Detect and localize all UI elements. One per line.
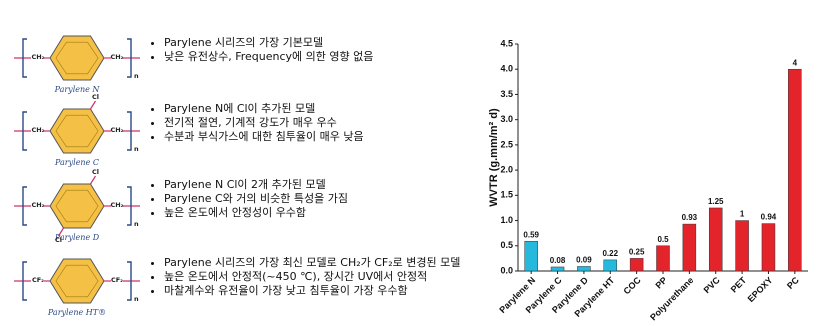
value-label: 0.59 xyxy=(523,230,539,239)
right-group: CH₂ xyxy=(110,53,123,61)
structure-name: Parylene D xyxy=(54,233,100,242)
right-group: CF₂ xyxy=(111,276,123,284)
structure-name: Parylene C xyxy=(54,158,99,167)
left-group: CF₂ xyxy=(32,276,44,284)
y-tick-label: 2.0 xyxy=(500,164,513,174)
right-group: CH₂ xyxy=(110,201,123,209)
y-tick-label: 1.0 xyxy=(500,215,513,225)
y-tick-label: 3.0 xyxy=(500,114,513,124)
substituent: Cl xyxy=(55,236,62,244)
left-group: CH₂ xyxy=(31,126,44,134)
bracket xyxy=(22,186,27,226)
bracket xyxy=(22,38,27,78)
y-tick-label: 3.5 xyxy=(500,89,513,99)
inner-ring xyxy=(55,41,99,75)
left-group: CH₂ xyxy=(31,53,44,61)
bullet-text: 높은 온도에서 안정성이 우수함 xyxy=(164,206,348,220)
y-tick-label: 4.0 xyxy=(500,64,513,74)
bullet-text: Parylene 시리즈의 가장 최신 모델로 CH₂가 CF₂로 변경된 모델 xyxy=(164,256,460,270)
x-tick-label: COC xyxy=(622,275,644,297)
bar xyxy=(735,220,749,272)
bullet-text: Parylene C와 거의 비슷한 특성을 가짐 xyxy=(164,192,348,206)
benzene-ring xyxy=(49,258,105,304)
bracket xyxy=(127,261,132,301)
structure-name: Parylene HT® xyxy=(47,308,106,317)
y-tick-label: 1.5 xyxy=(500,190,513,200)
bar xyxy=(656,245,670,272)
bracket xyxy=(127,186,132,226)
bar xyxy=(761,223,776,272)
bracket xyxy=(127,111,132,151)
y-tick-label: 2.5 xyxy=(500,139,513,149)
bullet-list: Parylene N에 Cl이 추가된 모델전기적 절연, 기계적 강도가 매우… xyxy=(146,102,364,144)
repeat-n: n xyxy=(134,72,139,80)
bar xyxy=(550,266,565,272)
x-tick-label: EPOXY xyxy=(746,275,775,304)
value-label: 0.09 xyxy=(576,256,592,265)
substituent: Cl xyxy=(92,168,99,176)
bar xyxy=(629,258,644,272)
y-tick-label: 4.5 xyxy=(500,38,513,48)
bond xyxy=(89,175,97,185)
repeat-n: n xyxy=(134,220,139,228)
bar xyxy=(524,240,538,272)
bar xyxy=(577,266,591,272)
value-label: 0.5 xyxy=(657,235,669,244)
x-tick-label: PP xyxy=(654,275,670,291)
repeat-n: n xyxy=(134,145,139,153)
bracket xyxy=(22,111,27,151)
bullet-text: Parylene N에 Cl이 추가된 모델 xyxy=(164,102,364,116)
left-group: CH₂ xyxy=(31,201,44,209)
benzene-ring xyxy=(49,183,105,229)
value-label: 1 xyxy=(740,210,745,219)
x-tick-label: PET xyxy=(729,275,749,295)
value-label: 1.25 xyxy=(708,197,724,206)
bullet-text: 높은 온도에서 안정적(~450 ℃), 장시간 UV에서 안정적 xyxy=(164,270,460,284)
bar xyxy=(603,259,618,272)
bar xyxy=(682,223,697,272)
inner-ring xyxy=(55,264,99,298)
bond xyxy=(89,100,97,110)
benzene-ring xyxy=(49,35,105,81)
bullet-list: Parylene 시리즈의 가장 기본모델낮은 유전상수, Frequency에… xyxy=(146,36,373,64)
value-label: 0.93 xyxy=(682,213,698,222)
bullet-text: 마찰계수와 유전율이 가장 낮고 침투율이 가장 우수함 xyxy=(164,284,460,298)
bullet-text: 전기적 절연, 기계적 강도가 매우 우수 xyxy=(164,116,364,130)
benzene-ring xyxy=(49,108,105,154)
bracket xyxy=(127,38,132,78)
y-tick-label: 0.5 xyxy=(500,240,513,250)
x-tick-label: PVC xyxy=(702,275,723,296)
structure-name: Parylene N xyxy=(54,85,101,94)
bar xyxy=(788,68,802,272)
x-tick-label: PC xyxy=(785,275,801,291)
value-label: 4 xyxy=(793,58,798,67)
value-label: 0.25 xyxy=(629,247,645,256)
value-label: 0.94 xyxy=(761,213,777,222)
value-label: 0.08 xyxy=(550,256,566,265)
bond xyxy=(57,227,65,237)
bullet-text: Parylene N Cl이 2개 추가된 모델 xyxy=(164,178,348,192)
bullet-text: 수분과 부식가스에 대한 침투율이 매우 낮음 xyxy=(164,130,364,144)
bullet-text: 낮은 유전상수, Frequency에 의한 영향 없음 xyxy=(164,50,373,64)
bar xyxy=(708,207,723,272)
right-group: CH₂ xyxy=(110,126,123,134)
bullet-text: Parylene 시리즈의 가장 기본모델 xyxy=(164,36,373,50)
y-axis-title: WVTR (g.mm/m² d) xyxy=(488,108,500,207)
inner-ring xyxy=(55,189,99,223)
y-tick-label: 0.0 xyxy=(500,265,513,275)
bullet-list: Parylene N Cl이 2개 추가된 모델Parylene C와 거의 비… xyxy=(146,178,348,220)
bullet-list: Parylene 시리즈의 가장 최신 모델로 CH₂가 CF₂로 변경된 모델… xyxy=(146,256,460,298)
substituent: Cl xyxy=(92,93,99,101)
bracket xyxy=(22,261,27,301)
inner-ring xyxy=(55,114,99,148)
repeat-n: n xyxy=(134,295,139,303)
value-label: 0.22 xyxy=(602,249,618,258)
